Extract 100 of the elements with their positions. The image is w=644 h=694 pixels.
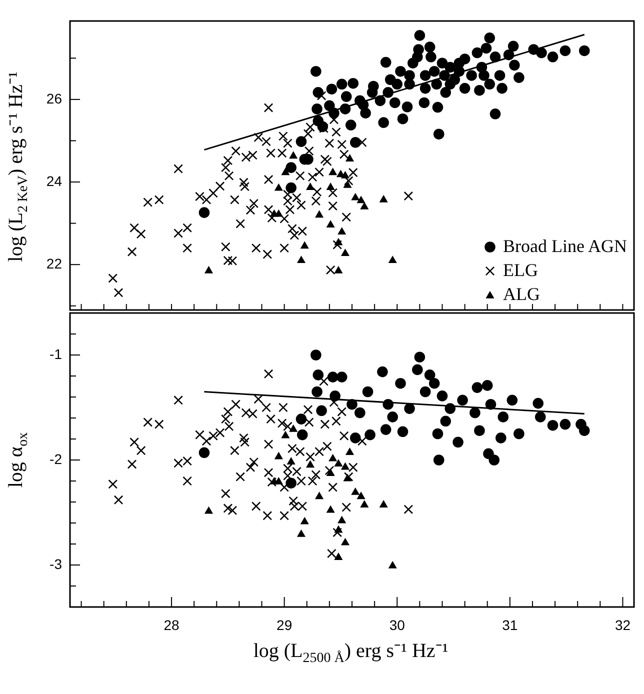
y-tick-label: 22 <box>46 256 62 272</box>
point <box>274 452 282 460</box>
point <box>204 266 213 274</box>
point <box>290 152 298 159</box>
point <box>334 553 342 560</box>
point <box>488 454 500 466</box>
point <box>327 372 338 382</box>
x-tick-label: 29 <box>276 617 292 633</box>
point <box>452 436 464 448</box>
point <box>474 425 485 436</box>
point <box>338 516 346 524</box>
point <box>397 426 408 438</box>
point <box>297 530 306 537</box>
point <box>282 168 290 176</box>
point <box>498 412 509 422</box>
point <box>377 366 388 378</box>
y-tick-label: -1 <box>50 346 62 362</box>
point <box>297 256 306 264</box>
point <box>420 386 431 398</box>
y-tick-label: 24 <box>46 173 62 190</box>
point <box>326 183 334 190</box>
point <box>440 416 452 427</box>
point <box>334 460 342 467</box>
point <box>388 562 396 568</box>
y-tick-label: -2 <box>50 451 62 467</box>
point <box>506 394 518 406</box>
point <box>287 458 295 464</box>
point <box>433 454 444 466</box>
point <box>428 378 440 389</box>
point <box>282 431 290 438</box>
point <box>306 460 314 468</box>
point <box>350 432 361 444</box>
x-tick-label: 31 <box>502 617 518 633</box>
legend-label: ELG <box>503 260 538 280</box>
point <box>470 407 480 418</box>
x-tick-label: 28 <box>164 617 180 633</box>
point <box>514 428 524 440</box>
point <box>496 432 506 444</box>
point <box>354 407 366 418</box>
point <box>300 242 308 249</box>
point <box>472 382 483 393</box>
point <box>296 414 307 424</box>
x-tick-label: 32 <box>614 617 631 633</box>
y-tick-label: -3 <box>50 556 62 572</box>
point <box>380 424 392 435</box>
point <box>334 266 342 274</box>
point <box>412 364 423 376</box>
point <box>560 418 571 430</box>
point <box>270 210 278 217</box>
point <box>286 478 296 488</box>
x-tick-label: 30 <box>389 617 406 633</box>
point <box>326 469 334 476</box>
legend-label: ALG <box>503 284 540 304</box>
point <box>270 478 278 484</box>
point <box>346 448 354 455</box>
point <box>352 193 360 200</box>
point <box>326 506 334 513</box>
point <box>432 428 444 440</box>
point <box>485 398 496 410</box>
point <box>457 394 468 406</box>
point <box>360 500 368 508</box>
point <box>387 412 398 422</box>
point <box>315 492 324 500</box>
point <box>312 370 324 380</box>
legend-label: Broad Line AGN <box>503 236 627 256</box>
point <box>404 403 415 414</box>
point <box>329 454 337 462</box>
point <box>300 518 308 524</box>
point <box>352 488 360 495</box>
point <box>532 398 544 409</box>
point <box>290 425 298 432</box>
point <box>296 429 308 440</box>
point <box>341 172 350 178</box>
point <box>329 168 337 176</box>
point <box>341 249 350 256</box>
point <box>346 154 354 162</box>
point <box>395 378 406 389</box>
point <box>315 210 324 218</box>
point <box>414 352 426 362</box>
point <box>334 238 342 246</box>
point <box>338 228 346 235</box>
point <box>344 181 352 188</box>
point <box>364 429 376 440</box>
point <box>547 420 558 431</box>
point <box>424 370 436 380</box>
point <box>334 526 342 533</box>
point <box>341 462 350 470</box>
point <box>316 405 327 416</box>
y-axis-title: log αox <box>5 432 31 488</box>
point <box>336 372 348 382</box>
point <box>306 183 314 190</box>
point <box>360 202 368 210</box>
point <box>204 507 213 514</box>
point <box>310 350 322 360</box>
point <box>357 492 365 500</box>
point <box>357 196 365 204</box>
point <box>341 538 350 546</box>
y-axis-title: log (L2 KeV) erg s⁻¹ Hz⁻¹ <box>5 72 31 262</box>
point <box>326 220 334 228</box>
point <box>388 256 396 264</box>
